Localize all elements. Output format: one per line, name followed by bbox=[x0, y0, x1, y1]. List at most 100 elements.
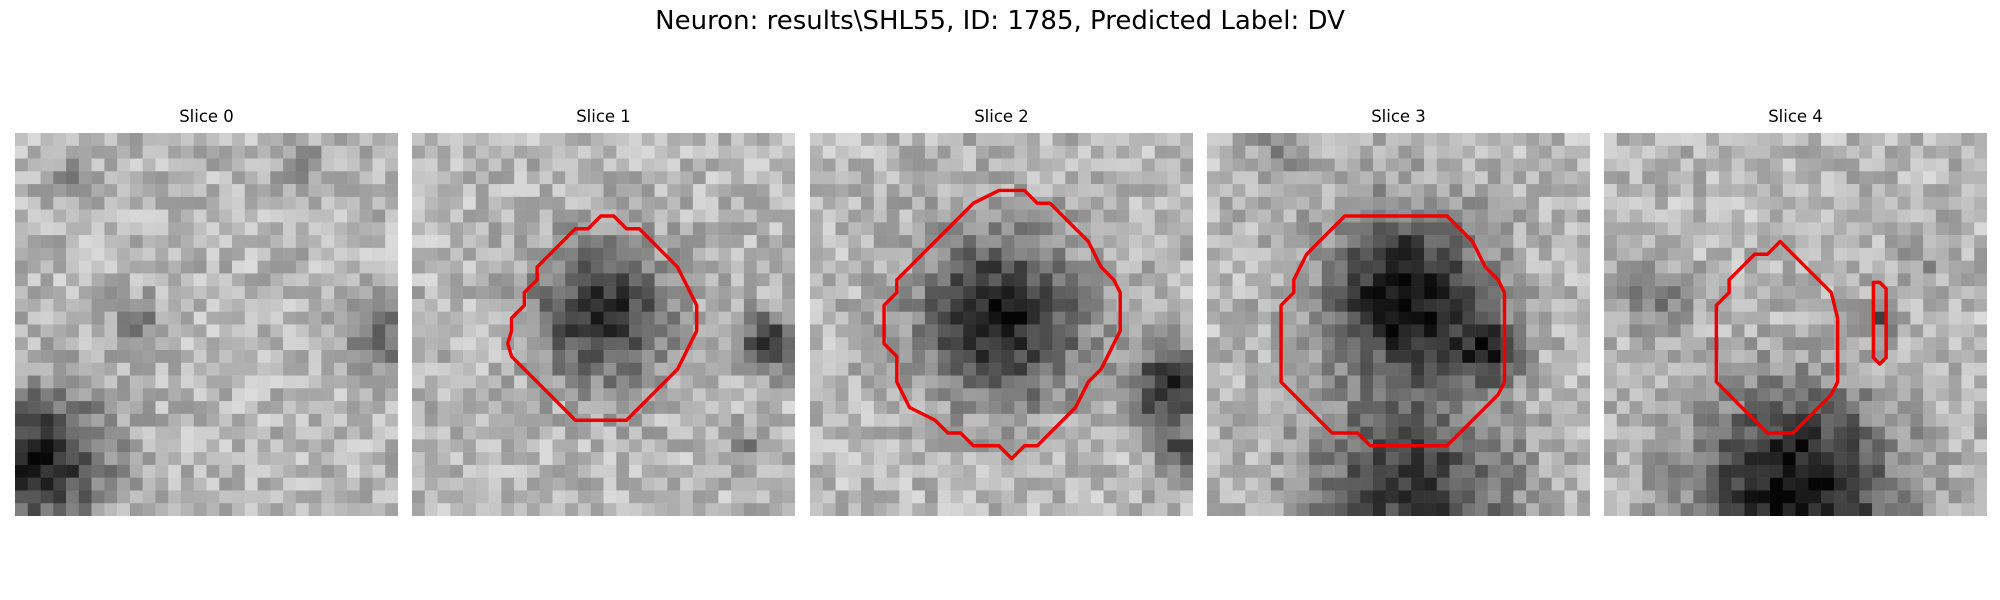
pixel bbox=[450, 324, 464, 338]
pixel bbox=[1334, 158, 1348, 172]
pixel bbox=[232, 324, 246, 338]
pixel bbox=[1744, 452, 1758, 466]
pixel bbox=[219, 375, 233, 389]
pixel bbox=[1884, 490, 1898, 504]
pixel bbox=[475, 311, 489, 325]
pixel bbox=[295, 286, 309, 300]
pixel bbox=[1052, 477, 1066, 491]
pixel bbox=[1604, 247, 1618, 261]
pixel bbox=[180, 209, 194, 223]
pixel bbox=[1232, 490, 1246, 504]
pixel bbox=[526, 196, 540, 210]
pixel bbox=[539, 260, 553, 274]
pixel bbox=[40, 375, 54, 389]
pixel bbox=[1693, 362, 1707, 376]
pixel bbox=[1604, 273, 1618, 287]
pixel bbox=[334, 196, 348, 210]
pixel bbox=[680, 464, 694, 478]
pixel bbox=[526, 490, 540, 504]
pixel bbox=[424, 133, 438, 147]
pixel bbox=[848, 503, 862, 516]
pixel bbox=[283, 362, 297, 376]
pixel bbox=[848, 298, 862, 312]
pixel bbox=[988, 350, 1002, 364]
pixel bbox=[1706, 196, 1720, 210]
pixel bbox=[193, 375, 207, 389]
pixel bbox=[1564, 235, 1578, 249]
pixel bbox=[1846, 324, 1860, 338]
pixel bbox=[424, 490, 438, 504]
pixel bbox=[27, 452, 41, 466]
pixel bbox=[1782, 413, 1796, 427]
pixel bbox=[1769, 401, 1783, 415]
pixel bbox=[1910, 452, 1924, 466]
pixel bbox=[359, 260, 373, 274]
pixel bbox=[950, 350, 964, 364]
pixel bbox=[1961, 337, 1975, 351]
pixel bbox=[1078, 260, 1092, 274]
pixel bbox=[1027, 375, 1041, 389]
pixel bbox=[1258, 260, 1272, 274]
pixel bbox=[359, 133, 373, 147]
pixel bbox=[1718, 298, 1732, 312]
pixel bbox=[1154, 184, 1168, 198]
pixel bbox=[988, 464, 1002, 478]
pixel bbox=[1872, 235, 1886, 249]
pixel bbox=[295, 222, 309, 236]
pixel bbox=[308, 503, 322, 516]
pixel bbox=[1731, 362, 1745, 376]
pixel bbox=[1795, 375, 1809, 389]
pixel bbox=[1551, 158, 1565, 172]
pixel bbox=[193, 273, 207, 287]
pixel bbox=[1411, 426, 1425, 440]
pixel bbox=[886, 324, 900, 338]
pixel bbox=[1385, 133, 1399, 147]
pixel bbox=[257, 171, 271, 185]
pixel bbox=[1910, 439, 1924, 453]
pixel bbox=[346, 298, 360, 312]
pixel bbox=[1564, 439, 1578, 453]
pixel bbox=[1757, 401, 1771, 415]
pixel bbox=[1782, 477, 1796, 491]
pixel bbox=[641, 401, 655, 415]
pixel bbox=[1065, 133, 1079, 147]
pixel bbox=[912, 184, 926, 198]
pixel bbox=[1154, 145, 1168, 159]
pixel bbox=[117, 260, 131, 274]
pixel bbox=[424, 439, 438, 453]
pixel bbox=[53, 439, 67, 453]
pixel bbox=[731, 503, 745, 516]
pixel bbox=[372, 401, 386, 415]
pixel bbox=[308, 184, 322, 198]
pixel bbox=[475, 503, 489, 516]
pixel bbox=[873, 196, 887, 210]
pixel bbox=[1655, 477, 1669, 491]
pixel bbox=[129, 350, 143, 364]
pixel bbox=[359, 452, 373, 466]
pixel bbox=[1961, 235, 1975, 249]
pixel bbox=[1258, 464, 1272, 478]
pixel bbox=[1385, 490, 1399, 504]
pixel bbox=[1718, 311, 1732, 325]
pixel bbox=[641, 375, 655, 389]
pixel bbox=[950, 273, 964, 287]
pixel bbox=[975, 235, 989, 249]
pixel bbox=[1090, 452, 1104, 466]
pixel bbox=[1680, 196, 1694, 210]
pixel bbox=[526, 133, 540, 147]
pixel bbox=[743, 362, 757, 376]
pixel bbox=[616, 145, 630, 159]
pixel bbox=[629, 171, 643, 185]
pixel bbox=[1090, 235, 1104, 249]
pixel bbox=[1078, 286, 1092, 300]
pixel bbox=[219, 235, 233, 249]
pixel bbox=[1693, 196, 1707, 210]
pixel bbox=[1616, 401, 1630, 415]
pixel bbox=[1629, 311, 1643, 325]
pixel bbox=[1808, 286, 1822, 300]
pixel bbox=[1039, 337, 1053, 351]
pixel bbox=[1475, 311, 1489, 325]
pixel bbox=[321, 350, 335, 364]
pixel bbox=[692, 503, 706, 516]
pixel bbox=[963, 413, 977, 427]
